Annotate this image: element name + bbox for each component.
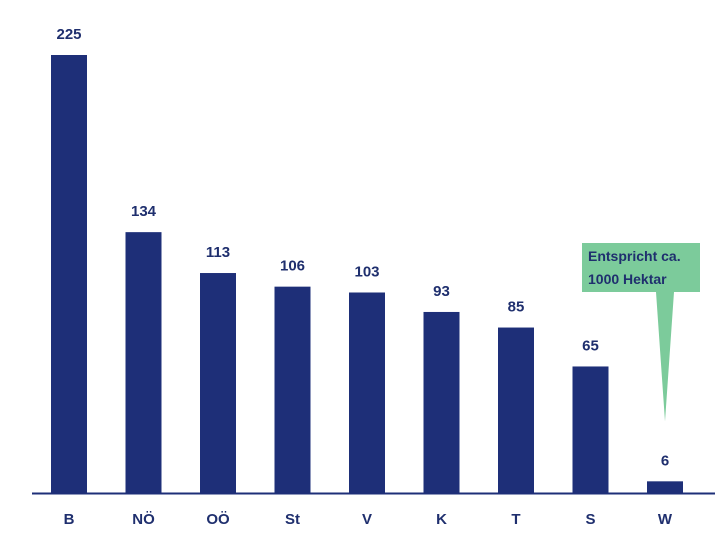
callout-box xyxy=(582,243,700,422)
x-tick-label-7: T xyxy=(511,511,520,528)
value-labels-group: 225 134 113 106 103 93 85 65 6 xyxy=(56,26,669,469)
bar-3 xyxy=(200,273,236,493)
bar-4 xyxy=(274,286,311,493)
data-label-3: 113 xyxy=(206,244,230,261)
data-label-9: 6 xyxy=(661,452,669,469)
x-tick-label-3: OÖ xyxy=(206,511,230,528)
bar-5 xyxy=(349,292,385,493)
x-tick-label-2: NÖ xyxy=(132,511,155,528)
x-tick-label-5: V xyxy=(362,511,372,528)
x-tick-label-9: W xyxy=(658,511,673,528)
bar-7 xyxy=(498,327,534,493)
data-label-2: 134 xyxy=(131,203,157,220)
data-label-6: 93 xyxy=(433,283,450,300)
annotation-callout: Entspricht ca. 1000 Hektar xyxy=(582,243,700,422)
data-label-5: 103 xyxy=(354,263,379,280)
callout-line-2: 1000 Hektar xyxy=(588,271,667,287)
x-tick-labels-group: B NÖ OÖ St V K T S W xyxy=(64,511,673,528)
data-label-1: 225 xyxy=(56,26,81,43)
callout-line-1: Entspricht ca. xyxy=(588,248,681,264)
x-tick-label-8: S xyxy=(585,511,595,528)
x-tick-label-6: K xyxy=(436,511,447,528)
data-label-8: 65 xyxy=(582,337,599,354)
bar-8 xyxy=(572,366,609,493)
bar-2 xyxy=(125,232,162,493)
data-label-7: 85 xyxy=(508,299,525,316)
bar-1 xyxy=(51,55,87,493)
x-tick-label-1: B xyxy=(64,511,75,528)
bars-group xyxy=(51,55,683,493)
x-tick-label-4: St xyxy=(285,511,300,528)
data-label-4: 106 xyxy=(280,258,305,275)
bar-9 xyxy=(647,481,683,493)
bar-6 xyxy=(423,311,460,493)
